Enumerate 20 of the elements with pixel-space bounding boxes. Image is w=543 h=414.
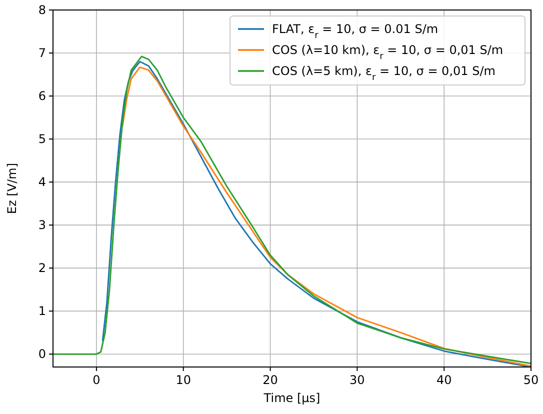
x-tick-label: 40 (436, 373, 452, 387)
x-tick-label: 0 (92, 373, 100, 387)
y-tick-label: 0 (38, 347, 46, 362)
x-axis-title: Time [µs] (262, 391, 320, 405)
legend-label: COS (λ=10 km), ε$_{r}$ = 10, σ = 0,01 S/m (272, 43, 504, 62)
y-tick-label: 4 (38, 175, 46, 190)
x-tick-label: 10 (176, 373, 192, 387)
y-axis-title: Ez [V/m] (5, 163, 19, 214)
x-tick-label: 30 (350, 373, 365, 387)
y-tick-label: 8 (38, 3, 46, 17)
y-tick-label: 5 (38, 132, 46, 146)
y-tick-label: 7 (38, 46, 46, 60)
y-tick-label: 3 (38, 218, 46, 232)
y-tick-label: 1 (38, 304, 46, 318)
x-tick-label: 50 (523, 373, 539, 387)
y-tick-label: 2 (38, 261, 46, 276)
legend-label: COS (λ=5 km), ε$_{r}$ = 10, σ = 0,01 S/m (272, 64, 496, 83)
x-tick-label: 20 (262, 373, 278, 387)
y-tick-label: 6 (38, 89, 46, 104)
legend-label: FLAT, ε$_{r}$ = 10, σ = 0.01 S/m (272, 22, 438, 41)
